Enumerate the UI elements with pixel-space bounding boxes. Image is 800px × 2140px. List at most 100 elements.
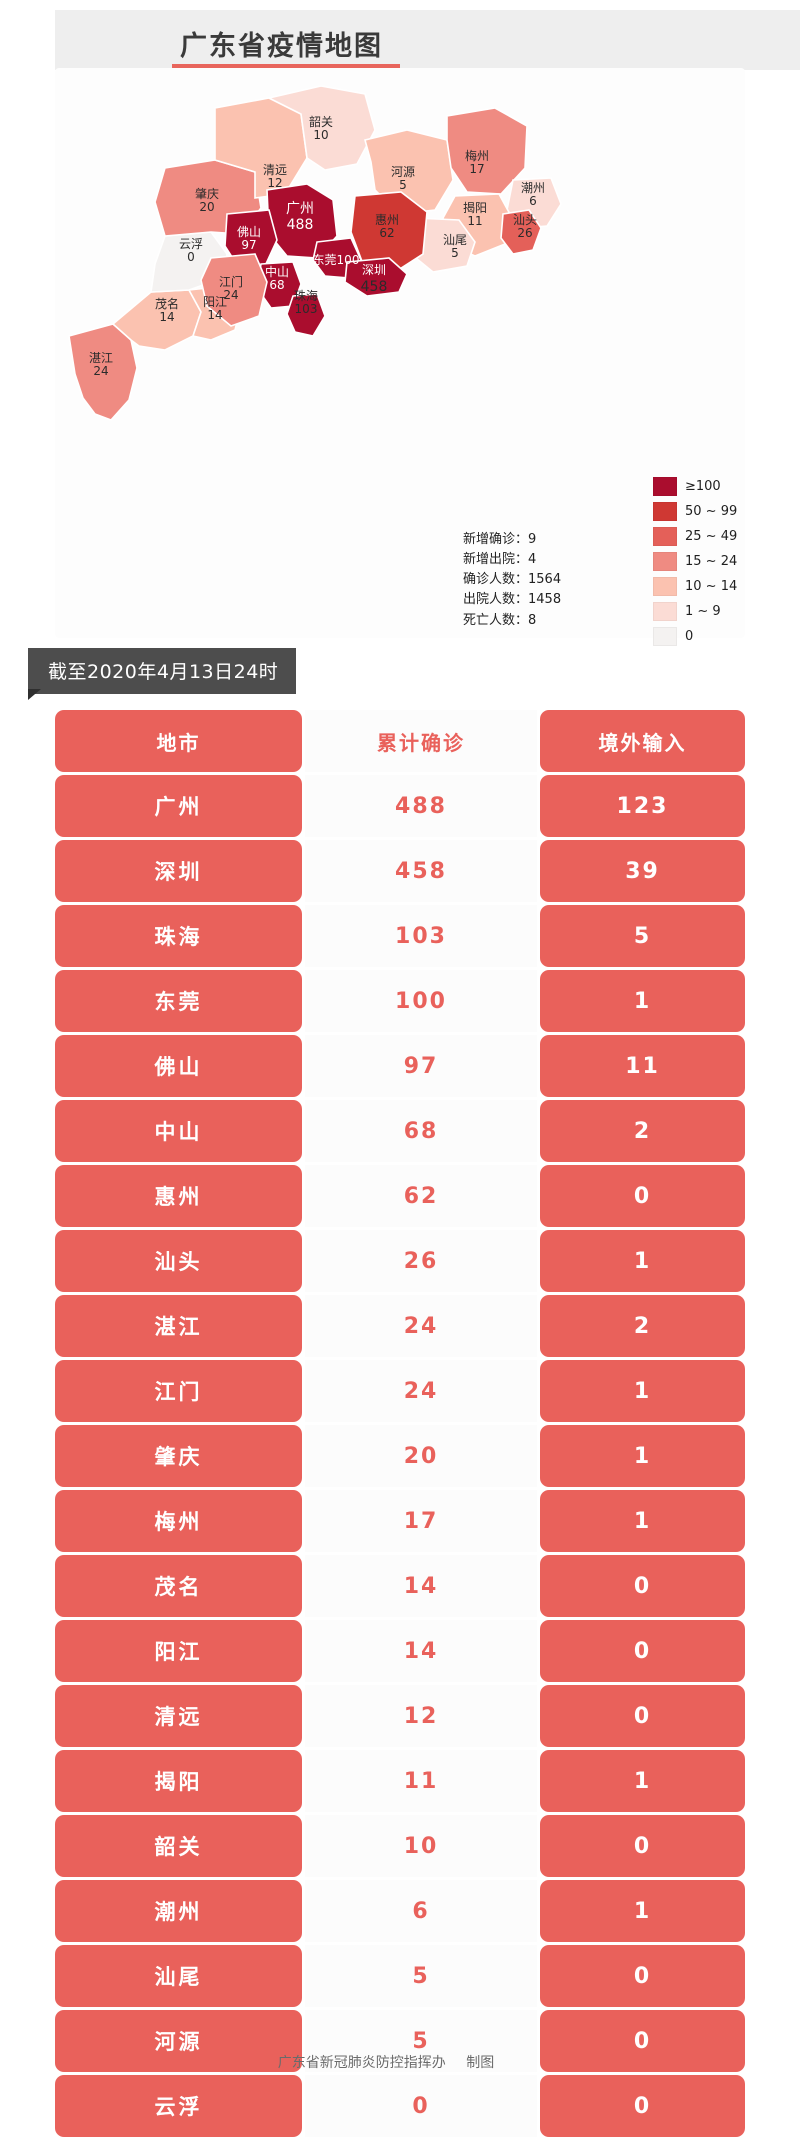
table-row[interactable]: 茂名 14 0 [55, 1555, 745, 1617]
table-row[interactable]: 江门 24 1 [55, 1360, 745, 1422]
cell-city: 江门 [55, 1360, 302, 1422]
table-row[interactable]: 揭阳 11 1 [55, 1750, 745, 1812]
cell-city: 揭阳 [55, 1750, 302, 1812]
cell-city: 茂名 [55, 1555, 302, 1617]
cell-confirmed: 12 [305, 1685, 537, 1747]
stat-new-confirmed: 新增确诊：9 [463, 532, 537, 547]
cell-imported: 2 [540, 1100, 745, 1162]
cell-city: 潮州 [55, 1880, 302, 1942]
table-row[interactable]: 深圳 458 39 [55, 840, 745, 902]
legend-label: 0 [685, 629, 694, 644]
cell-imported: 39 [540, 840, 745, 902]
cell-imported: 0 [540, 2075, 745, 2137]
cell-imported: 0 [540, 1815, 745, 1877]
cell-city: 东莞 [55, 970, 302, 1032]
cell-confirmed: 10 [305, 1815, 537, 1877]
legend-label: 10 ~ 14 [685, 579, 738, 594]
cell-imported: 0 [540, 1555, 745, 1617]
cell-confirmed: 5 [305, 1945, 537, 2007]
cell-imported: 0 [540, 1620, 745, 1682]
cell-imported: 0 [540, 1165, 745, 1227]
cell-city: 中山 [55, 1100, 302, 1162]
cell-confirmed: 14 [305, 1555, 537, 1617]
choropleth-map[interactable]: 韶关 10 清远 12 河源 5 梅州 17 潮州 6 揭阳 11 汕头 26 [55, 68, 745, 638]
map-card: 韶关 10 清远 12 河源 5 梅州 17 潮州 6 揭阳 11 汕头 26 [55, 68, 745, 646]
table-row[interactable]: 河源 5 0 [55, 2010, 745, 2072]
table-row[interactable]: 佛山 97 11 [55, 1035, 745, 1097]
cell-city: 惠州 [55, 1165, 302, 1227]
cell-confirmed: 24 [305, 1295, 537, 1357]
date-banner: 截至2020年4月13日24时 [28, 648, 297, 694]
footer-attribution: 广东省新冠肺炎防控指挥办 制图 [0, 2052, 800, 2072]
cell-imported: 5 [540, 905, 745, 967]
cell-imported: 1 [540, 1425, 745, 1487]
legend-swatch [653, 552, 677, 571]
cell-city: 清远 [55, 1685, 302, 1747]
cell-city: 佛山 [55, 1035, 302, 1097]
table-row[interactable]: 肇庆 20 1 [55, 1425, 745, 1487]
cell-confirmed: 26 [305, 1230, 537, 1292]
legend-swatch [653, 477, 677, 496]
legend-item: ≥100 [653, 474, 737, 499]
table-row[interactable]: 汕头 26 1 [55, 1230, 745, 1292]
table-row[interactable]: 珠海 103 5 [55, 905, 745, 967]
table-row[interactable]: 中山 68 2 [55, 1100, 745, 1162]
cell-imported: 11 [540, 1035, 745, 1097]
cell-confirmed: 103 [305, 905, 537, 967]
cell-confirmed: 6 [305, 1880, 537, 1942]
title-bar: 广东省疫情地图 [55, 10, 800, 70]
table-row[interactable]: 湛江 24 2 [55, 1295, 745, 1357]
cell-imported: 2 [540, 1295, 745, 1357]
cell-confirmed: 68 [305, 1100, 537, 1162]
cell-city: 深圳 [55, 840, 302, 902]
legend-item: 10 ~ 14 [653, 574, 737, 599]
cell-confirmed: 5 [305, 2010, 537, 2072]
column-header-imported: 境外输入 [540, 710, 745, 772]
city-data-table: 地市 累计确诊 境外输入 广州 488 123 深圳 458 39 珠海 103… [55, 710, 745, 2140]
table-header-row: 地市 累计确诊 境外输入 [55, 710, 745, 772]
map-legend: ≥100 50 ~ 99 25 ~ 49 15 ~ 24 10 ~ 14 1 ~… [653, 474, 737, 649]
cell-confirmed: 488 [305, 775, 537, 837]
legend-swatch [653, 602, 677, 621]
table-row[interactable]: 汕尾 5 0 [55, 1945, 745, 2007]
legend-label: 25 ~ 49 [685, 529, 738, 544]
table-row[interactable]: 梅州 17 1 [55, 1490, 745, 1552]
cell-city: 珠海 [55, 905, 302, 967]
legend-swatch [653, 627, 677, 646]
stat-total-discharged: 出院人数：1458 [463, 592, 562, 608]
stat-total-confirmed: 确诊人数：1564 [463, 572, 562, 588]
cell-confirmed: 24 [305, 1360, 537, 1422]
title-underline [172, 64, 400, 69]
legend-item: 50 ~ 99 [653, 499, 737, 524]
table-row[interactable]: 韶关 10 0 [55, 1815, 745, 1877]
table-row[interactable]: 阳江 14 0 [55, 1620, 745, 1682]
footer-source: 广东省新冠肺炎防控指挥办 [277, 2055, 446, 2071]
cell-imported: 1 [540, 1360, 745, 1422]
table-row[interactable]: 东莞 100 1 [55, 970, 745, 1032]
cell-imported: 0 [540, 1945, 745, 2007]
legend-swatch [653, 577, 677, 596]
cell-city: 汕尾 [55, 1945, 302, 2007]
cell-confirmed: 17 [305, 1490, 537, 1552]
cell-confirmed: 11 [305, 1750, 537, 1812]
table-row[interactable]: 云浮 0 0 [55, 2075, 745, 2137]
table-row[interactable]: 潮州 6 1 [55, 1880, 745, 1942]
table-row[interactable]: 清远 12 0 [55, 1685, 745, 1747]
cell-imported: 0 [540, 2010, 745, 2072]
legend-item: 0 [653, 624, 737, 649]
stat-total-deaths: 死亡人数：8 [463, 612, 537, 628]
legend-label: 1 ~ 9 [685, 604, 721, 619]
cell-confirmed: 458 [305, 840, 537, 902]
cell-city: 湛江 [55, 1295, 302, 1357]
table-row[interactable]: 惠州 62 0 [55, 1165, 745, 1227]
stat-new-discharged: 新增出院：4 [463, 552, 537, 568]
cell-confirmed: 14 [305, 1620, 537, 1682]
cell-imported: 0 [540, 1685, 745, 1747]
page-title: 广东省疫情地图 [180, 31, 383, 62]
cell-imported: 1 [540, 1230, 745, 1292]
cell-imported: 1 [540, 1490, 745, 1552]
column-header-city: 地市 [55, 710, 302, 772]
cell-confirmed: 20 [305, 1425, 537, 1487]
table-row[interactable]: 广州 488 123 [55, 775, 745, 837]
